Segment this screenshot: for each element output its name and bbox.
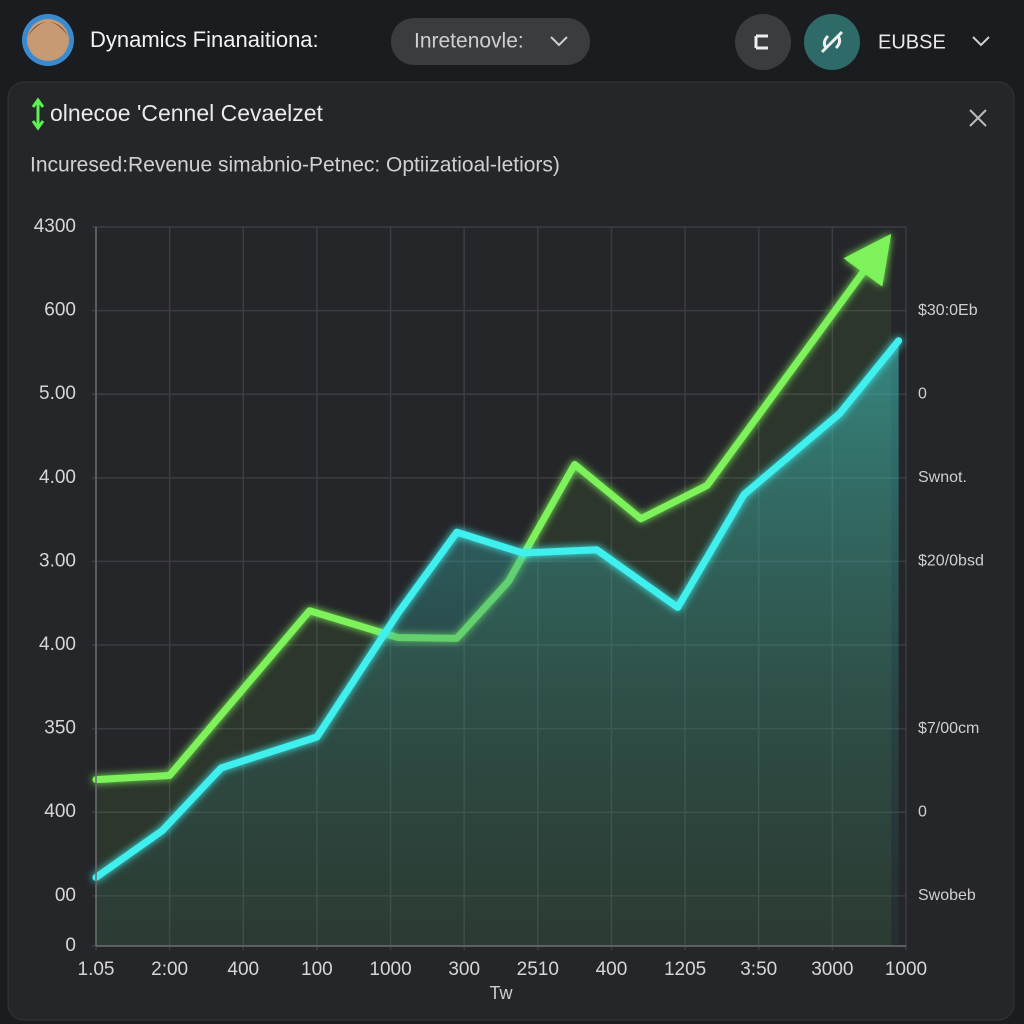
account-chevron[interactable] — [972, 36, 990, 47]
y2-tick-label: $30:0Eb — [918, 302, 978, 319]
y2-tick-label: 0 — [918, 385, 927, 402]
x-tick-label: 400 — [227, 959, 259, 980]
dropdown-chevron — [550, 36, 568, 47]
x-tick-label: 1000 — [885, 959, 927, 980]
x-tick-label: 3:50 — [740, 959, 777, 980]
close-button[interactable] — [969, 109, 987, 127]
share-icon — [754, 34, 768, 50]
y-tick-label: 4.00 — [39, 634, 76, 655]
y-tick-label: 400 — [44, 801, 76, 822]
x-tick-label: 1000 — [369, 959, 411, 980]
x-tick-label: 1.05 — [78, 959, 115, 980]
x-tick-label: 2510 — [517, 959, 559, 980]
y2-tick-label: $7/00cm — [918, 720, 979, 737]
y-tick-label: 350 — [44, 718, 76, 739]
y2-tick-label: Swobeb — [918, 887, 976, 904]
x-tick-label: 300 — [448, 959, 480, 980]
x-tick-label: 100 — [301, 959, 333, 980]
app-title: Dynamics Finanaitiona: — [90, 27, 319, 52]
arrow-head — [843, 233, 892, 287]
chart: 0004003504.003.004.005.006004300Swobeb0$… — [34, 216, 984, 1003]
y-tick-label: 5.00 — [39, 383, 76, 404]
y-tick-label: 600 — [44, 300, 76, 321]
link-icon — [820, 30, 844, 54]
panel-title: olnecoe 'Cennel Cevaelzet — [50, 100, 324, 126]
x-tick-label: 1205 — [664, 959, 706, 980]
avatar-hair — [28, 22, 68, 36]
series-line — [92, 337, 903, 881]
account-name[interactable]: EUBSE — [878, 31, 946, 53]
y-tick-label: 0 — [65, 935, 76, 956]
panel-icon — [31, 97, 45, 131]
y2-tick-label: $20/0bsd — [918, 553, 984, 570]
panel-subtitle: Incuresed:Revenue simabnio-Petnec: Optii… — [30, 154, 560, 177]
y2-tick-label: 0 — [918, 803, 927, 820]
share-button[interactable] — [735, 14, 791, 70]
x-axis-title: Tw — [489, 983, 513, 1003]
x-tick-label: 2:00 — [151, 959, 188, 980]
y-tick-label: 4300 — [34, 216, 76, 237]
y-tick-label: 00 — [55, 885, 76, 906]
dropdown-label: Inretenovle: — [414, 30, 524, 53]
y-tick-label: 4.00 — [39, 467, 76, 488]
x-tick-label: 400 — [596, 959, 628, 980]
y-tick-label: 3.00 — [39, 550, 76, 571]
x-tick-label: 3000 — [811, 959, 853, 980]
dropdown[interactable] — [391, 18, 590, 65]
y2-tick-label: Swnot. — [918, 469, 967, 486]
area — [96, 340, 899, 946]
avatar-face — [27, 19, 69, 61]
